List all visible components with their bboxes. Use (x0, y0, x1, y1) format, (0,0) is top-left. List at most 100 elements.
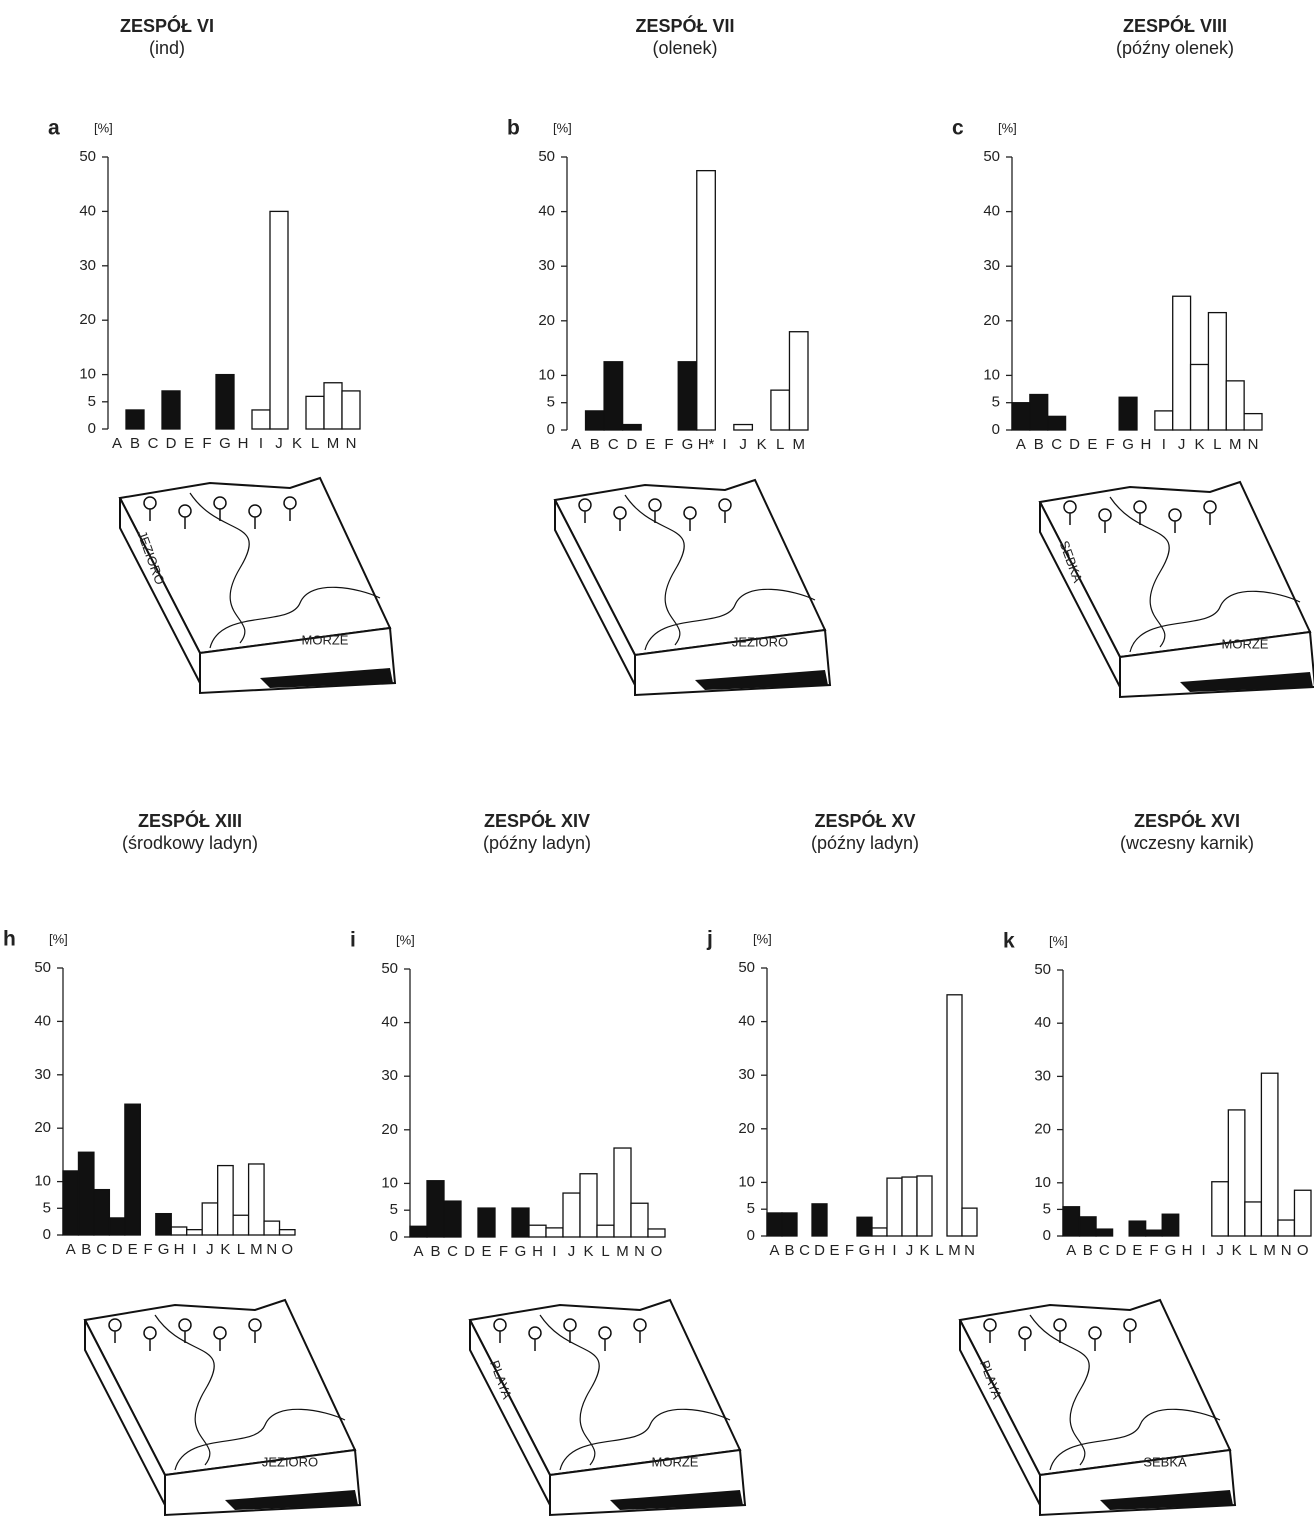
panel-letter: h (3, 928, 16, 951)
block-diagram: JEZIORO (85, 1300, 360, 1515)
x-tick-label: M (792, 436, 805, 453)
y-tick-label: 10 (1034, 1174, 1051, 1191)
bar (597, 1225, 614, 1237)
unit-label: [%] (49, 931, 68, 946)
y-tick-label: 50 (983, 148, 1000, 165)
x-tick-label: G (682, 436, 694, 453)
x-tick-label: K (757, 436, 767, 453)
chart-subtitle: (ind) (149, 38, 185, 58)
x-tick-label: A (66, 1241, 76, 1258)
chart-subtitle: (wczesny karnik) (1120, 833, 1254, 853)
y-tick-label: 10 (983, 366, 1000, 383)
bar (306, 396, 324, 429)
y-tick-label: 20 (1034, 1121, 1051, 1138)
chart-title: ZESPÓŁ XV (814, 810, 915, 831)
bar (1119, 397, 1137, 430)
unit-label: [%] (553, 120, 572, 135)
bar (109, 1218, 124, 1235)
x-tick-label: O (281, 1241, 293, 1258)
x-tick-label: M (1263, 1242, 1276, 1259)
x-tick-label: H (874, 1242, 885, 1259)
x-tick-label: I (552, 1243, 556, 1260)
x-tick-label: O (651, 1243, 663, 1260)
bar (697, 171, 716, 430)
chart-subtitle: (późny ladyn) (483, 833, 591, 853)
bar (1146, 1230, 1163, 1236)
chart-subtitle: (środkowy ladyn) (122, 833, 258, 853)
bar (171, 1227, 186, 1235)
x-tick-label: F (664, 436, 673, 453)
x-tick-label: B (1034, 436, 1044, 453)
x-tick-label: L (237, 1241, 245, 1258)
y-tick-label: 0 (992, 421, 1000, 438)
y-tick-label: 10 (34, 1173, 51, 1190)
x-tick-label: K (919, 1242, 929, 1259)
bar (586, 411, 605, 430)
bar (162, 391, 180, 429)
y-tick-label: 40 (538, 203, 555, 220)
bar (478, 1208, 495, 1237)
y-tick-label: 30 (79, 257, 96, 274)
y-tick-label: 5 (43, 1199, 51, 1216)
bar (1226, 381, 1244, 430)
bar (342, 391, 360, 429)
x-tick-label: I (892, 1242, 896, 1259)
y-tick-label: 5 (992, 394, 1000, 411)
x-tick-label: D (1115, 1242, 1126, 1259)
bar (563, 1193, 580, 1237)
diagram-label: MORZE (652, 1454, 699, 1469)
block-diagram: JEZIORO (555, 480, 830, 695)
bar (782, 1213, 797, 1236)
bar (202, 1203, 217, 1235)
x-tick-label: N (1281, 1242, 1292, 1259)
x-tick-label: F (143, 1241, 152, 1258)
x-tick-label: N (1248, 436, 1259, 453)
y-tick-label: 30 (34, 1066, 51, 1083)
diagram-label: JEZIORO (732, 634, 788, 649)
bar (410, 1226, 427, 1237)
bar (218, 1166, 233, 1235)
diagram-label: JEZIORO (262, 1454, 318, 1469)
x-tick-label: D (814, 1242, 825, 1259)
bar (623, 425, 642, 430)
x-tick-label: M (1229, 436, 1242, 453)
x-tick-label: H* (698, 436, 715, 453)
y-tick-label: 5 (390, 1201, 398, 1218)
diagram-label: MORZE (1222, 636, 1269, 651)
y-tick-label: 30 (1034, 1067, 1051, 1084)
chart-subtitle: (późny olenek) (1116, 38, 1234, 58)
bar (857, 1217, 872, 1236)
x-tick-label: B (430, 1243, 440, 1260)
bar (324, 383, 342, 429)
y-tick-label: 30 (381, 1067, 398, 1084)
y-tick-label: 50 (738, 959, 755, 976)
bar (902, 1177, 917, 1236)
y-tick-label: 50 (1034, 961, 1051, 978)
bar (1162, 1214, 1179, 1236)
x-tick-label: F (1149, 1242, 1158, 1259)
x-tick-label: I (192, 1241, 196, 1258)
panel-letter: k (1003, 930, 1015, 953)
x-tick-label: G (515, 1243, 527, 1260)
x-tick-label: D (1069, 436, 1080, 453)
bar (78, 1152, 93, 1235)
x-tick-label: A (571, 436, 581, 453)
x-tick-label: D (166, 435, 177, 452)
bar (427, 1181, 444, 1237)
bar (1096, 1229, 1113, 1236)
x-tick-label: C (148, 435, 159, 452)
x-tick-label: N (266, 1241, 277, 1258)
panel-letter: c (952, 117, 964, 140)
x-tick-label: M (250, 1241, 263, 1258)
panel-letter: b (507, 117, 520, 140)
chart-title: ZESPÓŁ XIII (138, 810, 242, 831)
y-tick-label: 40 (738, 1013, 755, 1030)
x-tick-label: J (206, 1241, 214, 1258)
x-tick-label: I (1201, 1242, 1205, 1259)
y-tick-label: 50 (34, 959, 51, 976)
figure: ZESPÓŁ VI(ind)a[%]051020304050ABCDEFGHIJ… (0, 0, 1314, 1530)
bar (1228, 1110, 1245, 1236)
bar (734, 425, 753, 430)
x-tick-label: L (1249, 1242, 1257, 1259)
bar (63, 1171, 78, 1235)
